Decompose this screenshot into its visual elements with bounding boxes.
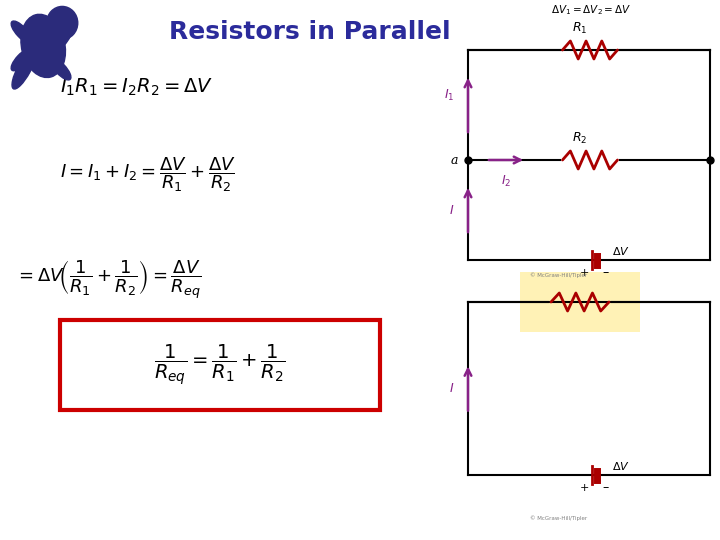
Ellipse shape (12, 49, 32, 71)
Ellipse shape (50, 30, 71, 52)
Text: © McGraw-Hill/Tipler: © McGraw-Hill/Tipler (530, 272, 587, 278)
Text: a: a (451, 153, 458, 166)
Text: $\Delta V$: $\Delta V$ (612, 460, 630, 472)
Text: +: + (580, 268, 589, 278)
Text: $I_1$: $I_1$ (444, 87, 454, 103)
Ellipse shape (21, 14, 66, 78)
Ellipse shape (12, 21, 32, 43)
Text: $R_1$: $R_1$ (572, 21, 588, 36)
Text: $I_1R_1 = I_2R_2 = \Delta V$: $I_1R_1 = I_2R_2 = \Delta V$ (60, 76, 213, 98)
Bar (520, 272, 640, 332)
Text: +: + (580, 483, 589, 493)
Ellipse shape (50, 58, 71, 80)
Text: $I = I_1 + I_2 = \dfrac{\Delta V}{R_1} + \dfrac{\Delta V}{R_2}$: $I = I_1 + I_2 = \dfrac{\Delta V}{R_1} +… (60, 156, 236, 194)
Text: Resistors in Parallel: Resistors in Parallel (169, 20, 451, 44)
Text: $I_2$: $I_2$ (501, 174, 511, 189)
Text: © McGraw-Hill/Tipler: © McGraw-Hill/Tipler (530, 515, 587, 521)
Text: $\Delta V_1 = \Delta V_2 = \Delta V$: $\Delta V_1 = \Delta V_2 = \Delta V$ (551, 3, 631, 17)
Ellipse shape (12, 49, 37, 89)
Text: $I$: $I$ (449, 204, 454, 217)
Text: $\dfrac{1}{R_{eq}} = \dfrac{1}{R_1} + \dfrac{1}{R_2}$: $\dfrac{1}{R_{eq}} = \dfrac{1}{R_1} + \d… (154, 343, 286, 387)
Text: $R_2$: $R_2$ (572, 131, 588, 146)
Text: $\Delta V$: $\Delta V$ (612, 245, 630, 257)
Text: –: – (603, 266, 609, 279)
Text: –: – (603, 481, 609, 494)
Bar (60, 320, 380, 410)
Circle shape (47, 6, 78, 39)
Text: $I$: $I$ (449, 382, 454, 395)
Text: $= \Delta V\!\left(\dfrac{1}{R_1}+\dfrac{1}{R_2}\right) = \dfrac{\Delta V}{R_{eq: $= \Delta V\!\left(\dfrac{1}{R_1}+\dfrac… (15, 259, 202, 301)
